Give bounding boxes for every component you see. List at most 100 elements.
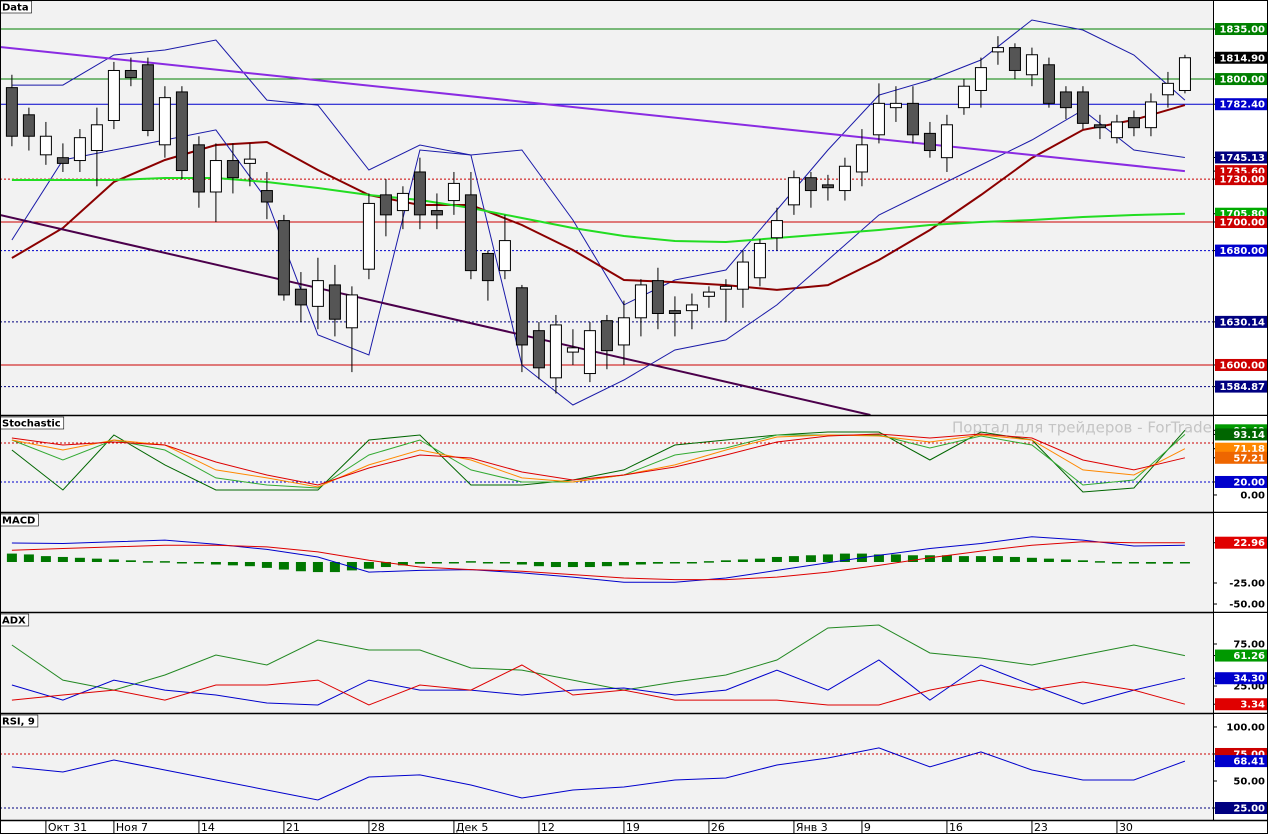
x-tick-label: 23 xyxy=(1034,821,1048,834)
indicator-line xyxy=(11,177,1185,244)
y-tick-label: 1745.13 xyxy=(1219,153,1265,164)
histogram-bar xyxy=(312,561,323,573)
panel-title: MACD xyxy=(2,516,35,527)
x-tick-label: Дек 5 xyxy=(456,821,489,834)
candle-body xyxy=(90,124,103,152)
histogram-bar xyxy=(397,561,408,566)
histogram-bar xyxy=(125,560,136,562)
candle-body xyxy=(141,64,154,132)
panel xyxy=(0,429,1213,493)
indicator-line xyxy=(11,541,1185,581)
histogram-bar xyxy=(686,561,697,564)
y-tick-label: 22.96 xyxy=(1233,538,1265,549)
candle-body xyxy=(39,135,52,156)
candle-body xyxy=(1025,54,1038,76)
candle-body xyxy=(277,220,290,296)
x-tick-label: 30 xyxy=(1119,821,1133,834)
panel-background xyxy=(0,613,1213,713)
y-tick-label: -50.00 xyxy=(1229,600,1265,611)
histogram-bar xyxy=(227,561,238,566)
candle-body xyxy=(22,114,35,137)
histogram-bar xyxy=(261,561,272,568)
y-tick-label: 1835.00 xyxy=(1219,25,1265,36)
candle-body xyxy=(821,184,834,189)
indicator-line xyxy=(0,214,871,415)
histogram-bar xyxy=(771,556,782,562)
y-tick-label: 1782.40 xyxy=(1219,100,1265,111)
histogram-bar xyxy=(482,561,493,564)
histogram-bar xyxy=(108,559,119,562)
candle-body xyxy=(600,320,613,352)
candle-body xyxy=(804,177,817,192)
y-tick-label: 71.18 xyxy=(1233,444,1265,455)
histogram-bar xyxy=(1179,561,1190,564)
tick-label-bg xyxy=(1215,151,1268,164)
histogram-bar xyxy=(567,561,578,568)
candle-body xyxy=(56,157,69,164)
histogram-bar xyxy=(6,553,17,562)
y-tick-label: 57.21 xyxy=(1233,453,1265,464)
y-tick-label: 1600.00 xyxy=(1219,360,1265,371)
y-tick-label: 1680.00 xyxy=(1219,246,1265,257)
candle-body xyxy=(872,102,885,136)
candle-body xyxy=(515,287,528,346)
candle-body xyxy=(124,69,137,79)
tick-label-bg xyxy=(1215,23,1268,36)
histogram-bar xyxy=(941,555,952,562)
tick-label-bg xyxy=(1215,98,1268,111)
candle-body xyxy=(498,240,511,272)
price-strip xyxy=(1213,613,1268,714)
histogram-bar xyxy=(465,561,476,563)
panel xyxy=(11,624,1186,706)
indicator-line xyxy=(11,19,1186,306)
panel-background xyxy=(0,416,1213,512)
y-tick-label: 0.00 xyxy=(1240,490,1265,501)
histogram-bar xyxy=(737,559,748,562)
histogram-bar xyxy=(703,561,714,563)
indicator-line xyxy=(11,747,1186,801)
candle-body xyxy=(957,85,970,109)
histogram-bar xyxy=(839,553,850,562)
histogram-bar xyxy=(363,561,374,569)
histogram-bar xyxy=(1145,561,1156,564)
histogram-bar xyxy=(958,556,969,562)
indicator-line xyxy=(11,659,1186,706)
panel-title-box xyxy=(0,714,39,728)
y-tick-label: 1584.87 xyxy=(1219,382,1265,393)
y-tick-label: 1700.00 xyxy=(1219,218,1265,229)
y-tick-label: 3.34 xyxy=(1240,700,1265,711)
histogram-bar xyxy=(57,556,68,562)
indicator-line xyxy=(11,624,1186,691)
indicator-line xyxy=(11,109,1185,406)
panel-title-box xyxy=(0,513,39,527)
tick-label-bg xyxy=(1215,802,1268,815)
histogram-bar xyxy=(618,561,629,566)
y-tick-label: 34.30 xyxy=(1233,674,1265,685)
histogram-bar xyxy=(40,556,51,562)
indicator-line xyxy=(11,433,1186,486)
histogram-bar xyxy=(1128,561,1139,564)
candle-body xyxy=(702,291,715,297)
candle-body xyxy=(243,158,256,164)
candle-body xyxy=(753,242,766,279)
histogram-bar xyxy=(652,561,663,564)
tick-label-bg xyxy=(1215,672,1268,685)
candle-body xyxy=(685,304,698,312)
indicator-line xyxy=(0,46,1186,173)
tick-label-bg xyxy=(1215,51,1268,64)
panel-title: RSI, 9 xyxy=(2,717,35,728)
candle-body xyxy=(855,144,868,173)
candle-body xyxy=(260,190,273,203)
panel-background xyxy=(0,714,1213,820)
candle-body xyxy=(430,210,443,216)
histogram-bar xyxy=(1094,561,1105,563)
candle-body xyxy=(1127,117,1140,129)
indicator-line xyxy=(11,434,1186,488)
y-tick-label: 1800.00 xyxy=(1219,75,1265,86)
y-tick-label: 93.14 xyxy=(1233,430,1265,441)
histogram-bar xyxy=(975,556,986,562)
histogram-bar xyxy=(23,554,34,562)
histogram-bar xyxy=(74,557,85,562)
histogram-bar xyxy=(907,555,918,562)
